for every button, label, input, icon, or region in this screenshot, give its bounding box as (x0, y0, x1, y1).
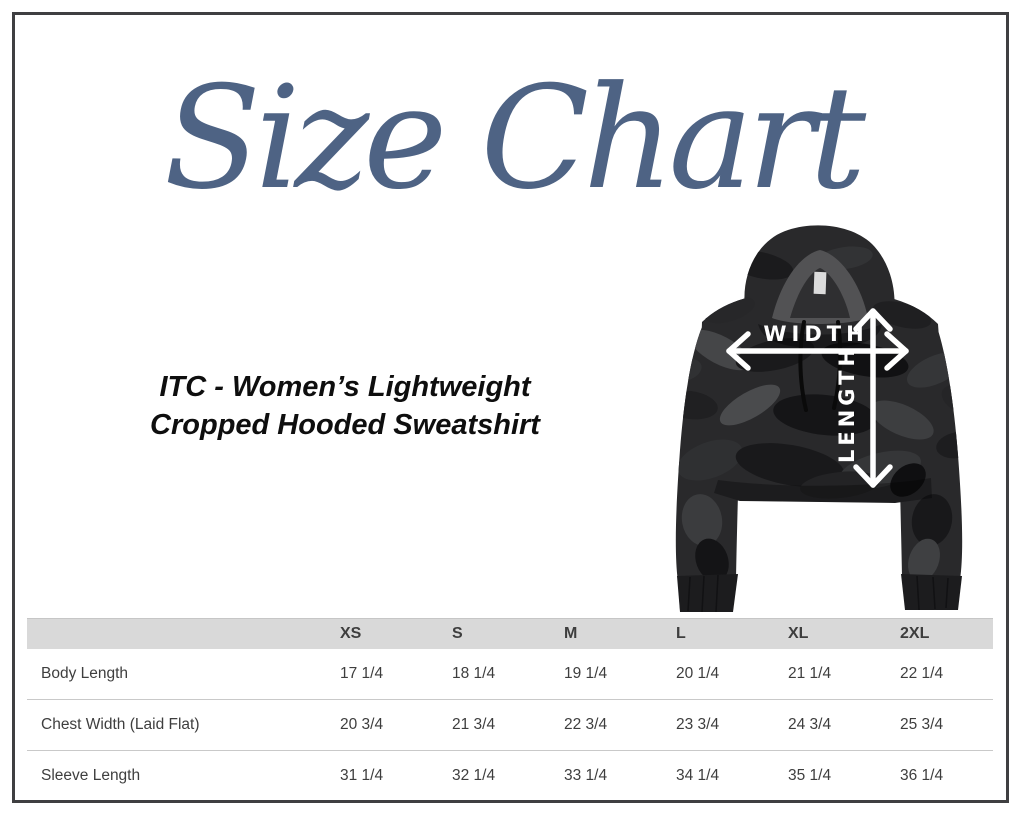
column-header-xs: XS (340, 625, 362, 642)
cell-value: 20 1/4 (676, 665, 720, 682)
length-arrow (853, 308, 893, 488)
size-table-header-row: XS S M L XL 2XL (27, 618, 993, 649)
cell-value: 25 3/4 (900, 716, 944, 733)
table-row-sleeve-length: Sleeve Length 31 1/4 32 1/4 33 1/4 34 1/… (27, 751, 993, 801)
column-header-m: M (564, 625, 578, 642)
neck-tag (813, 271, 827, 295)
cell-value: 23 3/4 (676, 716, 720, 733)
column-header-xl: XL (788, 625, 809, 642)
row-label: Sleeve Length (41, 767, 141, 784)
sleeve-cuffs (677, 574, 962, 613)
cell-value: 21 1/4 (788, 665, 832, 682)
cell-value: 22 1/4 (900, 665, 944, 682)
cell-value: 32 1/4 (452, 767, 496, 784)
row-label: Chest Width (Laid Flat) (41, 716, 200, 733)
length-measure-label: LENGTH (835, 345, 859, 463)
cell-value: 22 3/4 (564, 716, 608, 733)
table-row-body-length: Body Length 17 1/4 18 1/4 19 1/4 20 1/4 … (27, 649, 993, 700)
page-title: Size Chart (163, 55, 866, 221)
cell-value: 20 3/4 (340, 716, 384, 733)
cell-value: 24 3/4 (788, 716, 832, 733)
hoodie-product-image: WIDTH LENGTH (675, 225, 963, 613)
product-name: ITC - Women’s Lightweight Cropped Hooded… (95, 368, 595, 444)
cell-value: 35 1/4 (788, 767, 832, 784)
table-row-chest-width: Chest Width (Laid Flat) 20 3/4 21 3/4 22… (27, 700, 993, 751)
cell-value: 34 1/4 (676, 767, 720, 784)
cell-value: 18 1/4 (452, 665, 496, 682)
drawstrings (798, 320, 843, 412)
cell-value: 36 1/4 (900, 767, 944, 784)
column-header-2xl: 2XL (900, 625, 930, 642)
cell-value: 21 3/4 (452, 716, 496, 733)
width-measure-label: WIDTH (763, 322, 868, 346)
product-name-line1: ITC - Women’s Lightweight (159, 371, 531, 403)
size-table: XS S M L XL 2XL Body Length 17 1/4 18 1/… (27, 618, 993, 801)
hood-interior (758, 250, 882, 348)
column-header-l: L (676, 625, 686, 642)
column-header-s: S (452, 625, 463, 642)
cell-value: 19 1/4 (564, 665, 608, 682)
product-name-line2: Cropped Hooded Sweatshirt (150, 409, 540, 441)
row-label: Body Length (41, 665, 129, 682)
width-arrow (726, 331, 909, 371)
cell-value: 31 1/4 (340, 767, 384, 784)
cell-value: 17 1/4 (340, 665, 384, 682)
cell-value: 33 1/4 (564, 767, 608, 784)
